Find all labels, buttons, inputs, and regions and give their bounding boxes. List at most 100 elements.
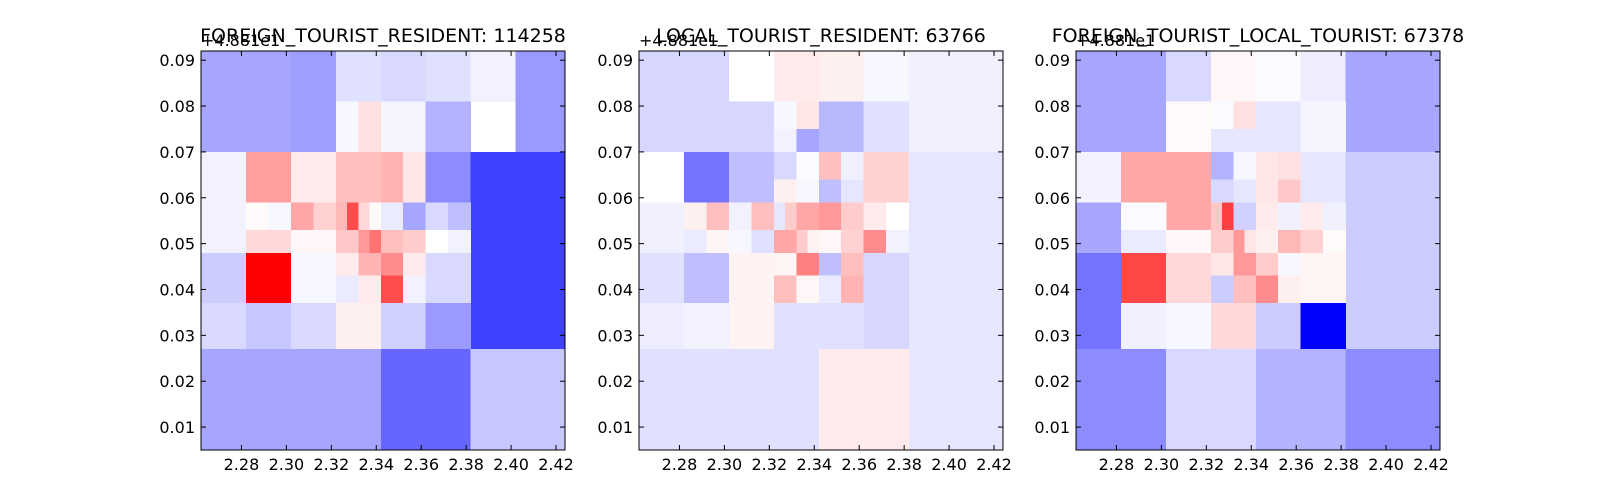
y-tick-label: 0.02: [597, 372, 633, 391]
heatmap-cell: [728, 202, 752, 231]
heatmap-cell: [1278, 229, 1302, 254]
y-tick-label: 0.01: [159, 418, 195, 437]
heatmap-cell: [290, 151, 337, 203]
y-tick-label: 0.05: [597, 235, 633, 254]
axes-frame: [200, 50, 566, 451]
heatmap-cell: [818, 229, 842, 254]
heatmap-cell: [818, 275, 842, 304]
y-tick-label: 0.09: [159, 51, 195, 70]
x-tick-label: 2.38: [886, 455, 922, 474]
heatmap-cell: [201, 349, 382, 451]
heatmap-cell: [335, 229, 359, 254]
heatmap-cell: [290, 229, 337, 254]
x-tick-label: 2.36: [403, 455, 439, 474]
heatmap-cell: [728, 229, 752, 254]
heatmap-cell: [639, 349, 820, 451]
y-tick-label: 0.08: [597, 97, 633, 116]
heatmap-cell: [403, 151, 427, 203]
heatmap-cell: [639, 252, 685, 304]
heatmap-cell: [841, 229, 865, 254]
heatmap-cell: [773, 179, 797, 203]
heatmap-cell: [1076, 51, 1167, 153]
heatmap-cell: [1210, 303, 1257, 350]
heatmap-cell: [1233, 229, 1245, 254]
heatmap-cell: [1300, 252, 1347, 304]
heatmap-cell: [1300, 229, 1324, 254]
heatmap-cells: [639, 51, 1004, 451]
y-tick-label: 0.04: [159, 280, 195, 299]
heatmap-cell: [1255, 151, 1279, 180]
heatmap-cell: [706, 202, 730, 231]
heatmap-cell: [1345, 51, 1441, 153]
heatmap-cell: [1255, 51, 1302, 102]
heatmap-cell: [448, 202, 472, 231]
x-tick-label: 2.34: [358, 455, 394, 474]
heatmap-cell: [425, 202, 449, 231]
heatmap-cell: [1120, 202, 1167, 231]
heatmap-cell: [245, 151, 292, 203]
heatmap-cell: [380, 275, 404, 304]
heatmap-cell: [1233, 151, 1257, 180]
x-tick-label: 2.36: [1278, 455, 1314, 474]
x-tick-label: 2.28: [662, 455, 698, 474]
heatmap-cell: [683, 303, 730, 350]
heatmap-cell: [1233, 275, 1257, 304]
heatmap-cell: [773, 303, 820, 350]
heatmap-cell: [818, 349, 910, 451]
heatmap-cell: [773, 275, 797, 304]
heatmap-cell: [380, 303, 427, 350]
heatmap-cell: [773, 252, 797, 277]
heatmap-cell: [639, 51, 730, 153]
x-tick-label: 2.32: [1189, 455, 1225, 474]
heatmap-cell: [639, 303, 685, 350]
y-tick-label: 0.07: [159, 143, 195, 162]
x-tick-label: 2.40: [493, 455, 529, 474]
heatmap-cell: [1255, 303, 1302, 350]
heatmap-cell: [683, 252, 730, 304]
heatmap-cell: [773, 151, 797, 180]
heatmap-cell: [683, 229, 707, 254]
heatmap-cell: [1210, 128, 1257, 153]
heatmap-cell: [1210, 151, 1234, 180]
heatmap-cell: [1255, 179, 1279, 203]
heatmap-cell: [1233, 101, 1257, 130]
heatmap-cell: [1278, 252, 1302, 277]
heatmap-cell: [886, 229, 910, 254]
heatmap-cell: [369, 229, 382, 254]
heatmap-cell: [807, 229, 820, 254]
heatmap-cell: [358, 202, 370, 231]
y-tick-label: 0.08: [159, 97, 195, 116]
heatmap-cell: [358, 252, 382, 277]
heatmap-cell: [1233, 179, 1257, 203]
heatmap-cell: [1323, 229, 1347, 254]
heatmap-cell: [1255, 252, 1279, 277]
heatmap-cell: [1210, 179, 1234, 203]
y-tick-label: 0.05: [159, 235, 195, 254]
heatmap-cell: [1233, 252, 1257, 277]
heatmap-panel-2: 2.28 2.30 2.32 2.34 2.36 2.38 2.40 2.42 0.01 0.02…: [597, 25, 1011, 474]
heatmap-cell: [380, 229, 404, 254]
heatmap-cell: [335, 51, 382, 102]
heatmap-cell: [728, 252, 775, 350]
x-tick-label: 2.30: [1144, 455, 1180, 474]
heatmap-cell: [201, 303, 247, 350]
heatmap-cell: [1165, 349, 1257, 451]
heatmap-cell: [1165, 101, 1212, 153]
heatmap-cell: [335, 303, 382, 350]
y-tick-label: 0.09: [597, 51, 633, 70]
heatmap-cell: [841, 179, 865, 203]
heatmap-cell: [1210, 252, 1234, 277]
x-tick-label: 2.30: [269, 455, 305, 474]
heatmap-cell: [403, 252, 427, 277]
heatmap-cell: [1255, 202, 1279, 231]
x-tick-label: 2.34: [1233, 455, 1269, 474]
heatmap-cell: [796, 151, 820, 180]
heatmap-cell: [1210, 229, 1234, 254]
heatmap-cell: [773, 229, 797, 254]
heatmap-cell: [335, 275, 359, 304]
heatmap-cell: [796, 202, 820, 231]
heatmap-cell: [1120, 252, 1167, 304]
y-tick-label: 0.04: [597, 280, 633, 299]
heatmap-cell: [863, 101, 910, 153]
heatmap-cell: [863, 151, 910, 203]
